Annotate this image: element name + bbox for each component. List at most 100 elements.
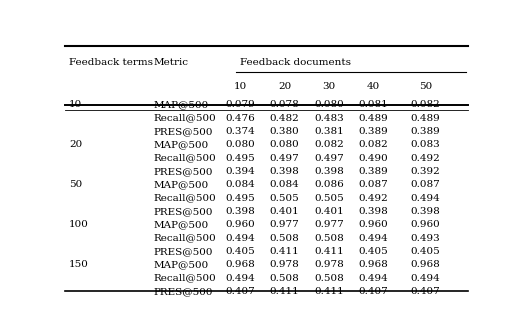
Text: 0.494: 0.494 — [411, 273, 440, 282]
Text: 0.960: 0.960 — [411, 220, 440, 229]
Text: 0.483: 0.483 — [314, 114, 344, 123]
Text: 0.398: 0.398 — [358, 207, 388, 216]
Text: 0.082: 0.082 — [314, 140, 344, 149]
Text: 0.405: 0.405 — [358, 247, 388, 256]
Text: 0.960: 0.960 — [226, 220, 255, 229]
Text: 150: 150 — [69, 260, 89, 269]
Text: 0.497: 0.497 — [314, 154, 344, 163]
Text: 0.087: 0.087 — [358, 180, 388, 189]
Text: 20: 20 — [278, 82, 291, 91]
Text: 0.968: 0.968 — [226, 260, 255, 269]
Text: 0.398: 0.398 — [270, 167, 300, 176]
Text: 0.398: 0.398 — [314, 167, 344, 176]
Text: 0.401: 0.401 — [270, 207, 300, 216]
Text: 0.960: 0.960 — [358, 220, 388, 229]
Text: 0.405: 0.405 — [411, 247, 440, 256]
Text: 0.389: 0.389 — [411, 127, 440, 136]
Text: PRES@500: PRES@500 — [154, 167, 213, 176]
Text: 0.494: 0.494 — [226, 233, 255, 242]
Text: 0.411: 0.411 — [270, 287, 300, 296]
Text: 0.082: 0.082 — [358, 140, 388, 149]
Text: 100: 100 — [69, 220, 89, 229]
Text: 0.080: 0.080 — [314, 100, 344, 109]
Text: 0.495: 0.495 — [226, 154, 255, 163]
Text: 0.407: 0.407 — [226, 287, 255, 296]
Text: 0.508: 0.508 — [314, 233, 344, 242]
Text: 0.084: 0.084 — [270, 180, 300, 189]
Text: 0.494: 0.494 — [226, 273, 255, 282]
Text: MAP@500: MAP@500 — [154, 180, 209, 189]
Text: 0.492: 0.492 — [358, 193, 388, 202]
Text: 0.493: 0.493 — [411, 233, 440, 242]
Text: 0.081: 0.081 — [358, 100, 388, 109]
Text: PRES@500: PRES@500 — [154, 207, 213, 216]
Text: 0.968: 0.968 — [411, 260, 440, 269]
Text: 0.083: 0.083 — [411, 140, 440, 149]
Text: 0.494: 0.494 — [411, 193, 440, 202]
Text: 0.411: 0.411 — [314, 287, 344, 296]
Text: 0.389: 0.389 — [358, 167, 388, 176]
Text: 0.398: 0.398 — [226, 207, 255, 216]
Text: Metric: Metric — [154, 58, 189, 67]
Text: 0.505: 0.505 — [270, 193, 300, 202]
Text: Recall@500: Recall@500 — [154, 233, 216, 242]
Text: 0.978: 0.978 — [270, 260, 300, 269]
Text: Recall@500: Recall@500 — [154, 114, 216, 123]
Text: 0.079: 0.079 — [226, 100, 255, 109]
Text: 30: 30 — [322, 82, 335, 91]
Text: Recall@500: Recall@500 — [154, 193, 216, 202]
Text: 0.401: 0.401 — [314, 207, 344, 216]
Text: PRES@500: PRES@500 — [154, 127, 213, 136]
Text: Recall@500: Recall@500 — [154, 154, 216, 163]
Text: 0.978: 0.978 — [314, 260, 344, 269]
Text: MAP@500: MAP@500 — [154, 260, 209, 269]
Text: 0.505: 0.505 — [314, 193, 344, 202]
Text: 0.411: 0.411 — [314, 247, 344, 256]
Text: 0.381: 0.381 — [314, 127, 344, 136]
Text: PRES@500: PRES@500 — [154, 247, 213, 256]
Text: 40: 40 — [367, 82, 380, 91]
Text: 0.489: 0.489 — [358, 114, 388, 123]
Text: 0.494: 0.494 — [358, 233, 388, 242]
Text: 10: 10 — [233, 82, 247, 91]
Text: 0.494: 0.494 — [358, 273, 388, 282]
Text: 0.405: 0.405 — [226, 247, 255, 256]
Text: Recall@500: Recall@500 — [154, 273, 216, 282]
Text: 10: 10 — [69, 100, 82, 109]
Text: 50: 50 — [69, 180, 82, 189]
Text: 50: 50 — [419, 82, 432, 91]
Text: Feedback documents: Feedback documents — [240, 58, 352, 67]
Text: 0.492: 0.492 — [411, 154, 440, 163]
Text: 0.087: 0.087 — [411, 180, 440, 189]
Text: 0.086: 0.086 — [314, 180, 344, 189]
Text: 0.968: 0.968 — [358, 260, 388, 269]
Text: 0.374: 0.374 — [226, 127, 255, 136]
Text: 0.482: 0.482 — [270, 114, 300, 123]
Text: 0.411: 0.411 — [270, 247, 300, 256]
Text: 0.084: 0.084 — [226, 180, 255, 189]
Text: 0.495: 0.495 — [226, 193, 255, 202]
Text: 0.407: 0.407 — [358, 287, 388, 296]
Text: 0.490: 0.490 — [358, 154, 388, 163]
Text: 0.497: 0.497 — [270, 154, 300, 163]
Text: 0.080: 0.080 — [226, 140, 255, 149]
Text: MAP@500: MAP@500 — [154, 140, 209, 149]
Text: 0.489: 0.489 — [411, 114, 440, 123]
Text: 0.078: 0.078 — [270, 100, 300, 109]
Text: 0.080: 0.080 — [270, 140, 300, 149]
Text: 0.977: 0.977 — [314, 220, 344, 229]
Text: 20: 20 — [69, 140, 82, 149]
Text: 0.082: 0.082 — [411, 100, 440, 109]
Text: PRES@500: PRES@500 — [154, 287, 213, 296]
Text: MAP@500: MAP@500 — [154, 100, 209, 109]
Text: 0.508: 0.508 — [270, 233, 300, 242]
Text: Feedback terms: Feedback terms — [69, 58, 153, 67]
Text: 0.476: 0.476 — [226, 114, 255, 123]
Text: 0.392: 0.392 — [411, 167, 440, 176]
Text: MAP@500: MAP@500 — [154, 220, 209, 229]
Text: 0.398: 0.398 — [411, 207, 440, 216]
Text: 0.977: 0.977 — [270, 220, 300, 229]
Text: 0.394: 0.394 — [226, 167, 255, 176]
Text: 0.508: 0.508 — [314, 273, 344, 282]
Text: 0.380: 0.380 — [270, 127, 300, 136]
